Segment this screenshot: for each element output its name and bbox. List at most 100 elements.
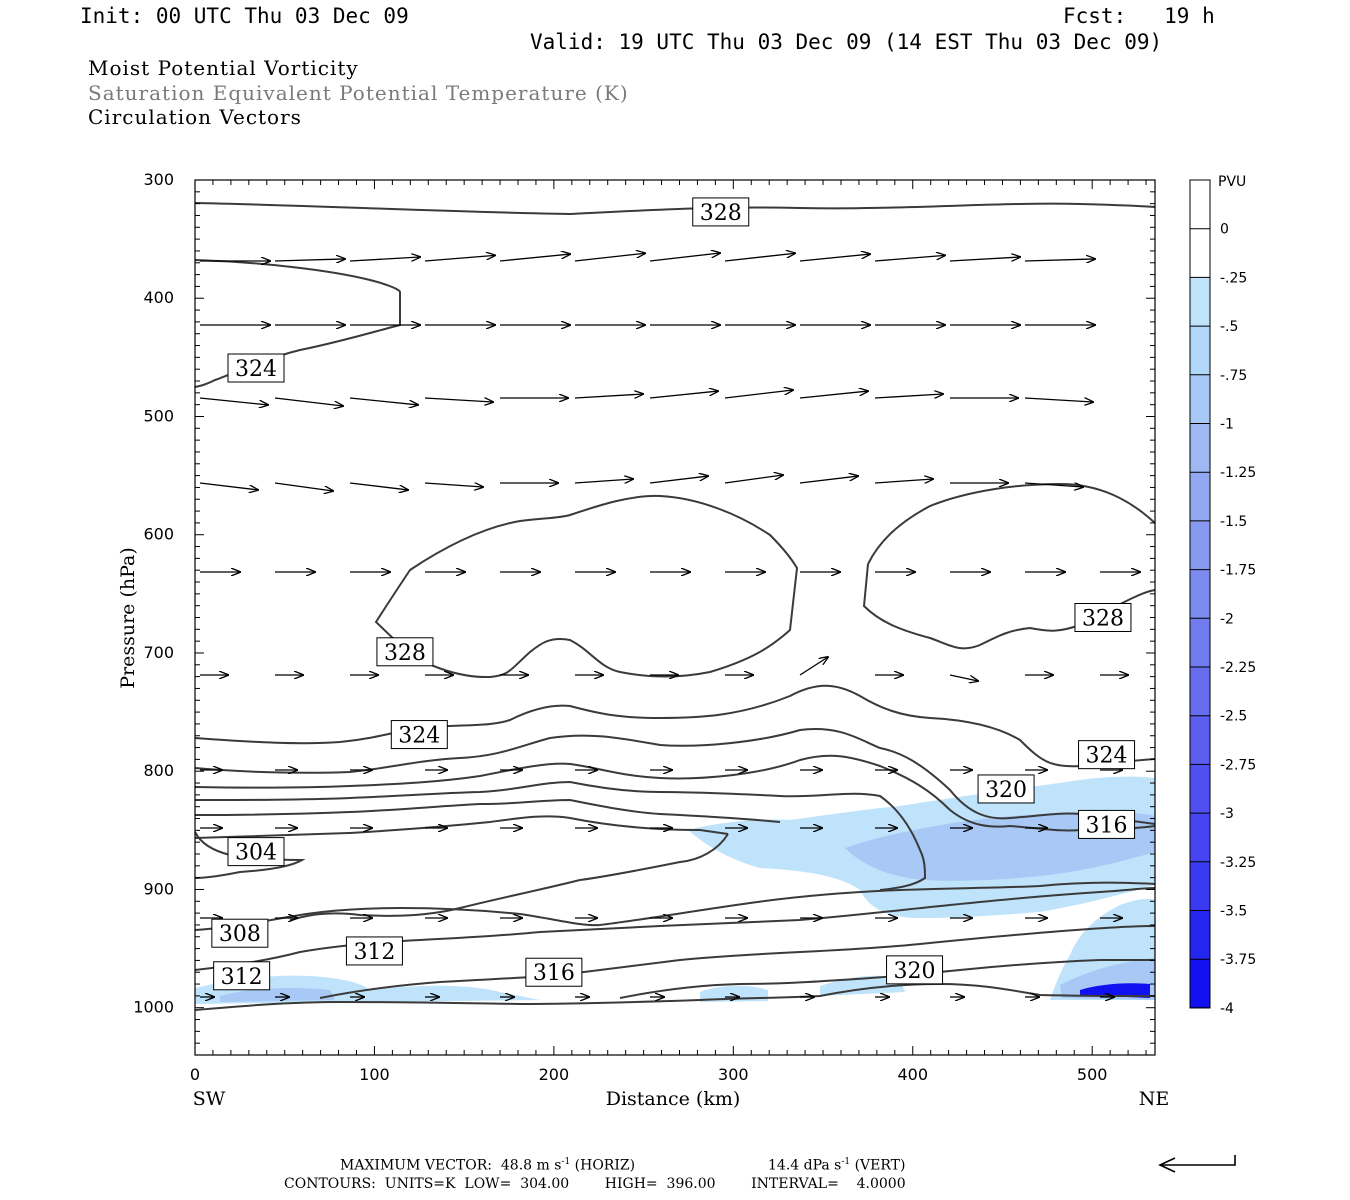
y-tick-label: 700 [143, 643, 174, 662]
contour-label: 312 [221, 965, 263, 990]
vector-arrow [574, 394, 643, 399]
vector-arrow [874, 479, 933, 484]
vector-arrow [1024, 397, 1093, 402]
vector-arrow [649, 391, 718, 399]
contour-308-a [194, 798, 781, 823]
colorbar-swatch [1190, 910, 1210, 960]
colorbar-level-label: -4 [1220, 1001, 1234, 1017]
vector-arrow [349, 482, 408, 490]
vector-arrow [799, 657, 828, 676]
contour-label-box [227, 837, 285, 867]
forecast-hour: Fcst: 19 h [1063, 4, 1215, 28]
contour-304-left [194, 831, 306, 879]
contour-label: 320 [985, 778, 1027, 803]
contour-308-b [194, 881, 1156, 931]
vector-arrow [874, 394, 943, 399]
contour-328-mid-right [867, 482, 1156, 565]
contour-324-tongue [194, 259, 401, 388]
colorbar-level-label: -1.5 [1220, 514, 1247, 530]
vector-arrow [574, 253, 645, 262]
colorbar-level-label: -2.75 [1220, 757, 1256, 773]
contour-labels: 328 324 328 328 324 324 320 316 304 308 312 312 316 3… [211, 197, 1136, 991]
contour-label: 304 [235, 841, 277, 866]
colorbar-swatch [1190, 667, 1210, 717]
field-title-pv: Moist Potential Vorticity [88, 56, 359, 80]
colorbar-swatch [1190, 520, 1210, 571]
vector-arrow [274, 259, 345, 261]
contour-label-box [345, 936, 403, 966]
contour-label: 324 [235, 357, 277, 382]
colorbar-swatch [1190, 277, 1210, 327]
pv-region-core [845, 812, 1155, 881]
x-tick-label: 0 [190, 1065, 200, 1084]
vector-arrow [799, 391, 868, 399]
contour-label: 316 [1086, 813, 1128, 838]
valid-time: Valid: 19 UTC Thu 03 Dec 09 (14 EST Thu … [530, 30, 1163, 54]
vector-arrow [1024, 482, 1083, 487]
vector-arrow [349, 397, 418, 405]
contour-label-box [886, 955, 944, 985]
y-tick-labels: 300 400 500 600 700 800 900 1000 [133, 170, 174, 1017]
contour-label: 316 [533, 961, 575, 986]
y-tick-label: 400 [143, 288, 174, 307]
contour-label-box [1078, 740, 1136, 770]
y-tick-label: 900 [143, 879, 174, 898]
colorbar-level-label: -.75 [1220, 368, 1247, 384]
y-tick-label: 500 [143, 406, 174, 425]
contour-316-b [319, 925, 1156, 999]
x-tick-label: 100 [359, 1065, 390, 1084]
contour-label-box [692, 197, 750, 227]
footer-contour-info: CONTOURS: UNITS=K LOW= 304.00 HIGH= 396.… [284, 1176, 906, 1192]
colorbar-swatch [1190, 326, 1210, 376]
pv-region-surface-sw-core [220, 988, 335, 1002]
contour-label: 328 [384, 641, 426, 666]
contour-304-a [194, 815, 729, 839]
contour-304-b [289, 833, 729, 921]
vector-arrow [1024, 259, 1095, 261]
colorbar-swatch [1190, 569, 1210, 619]
contour-label-box [977, 774, 1035, 804]
vector-arrow [424, 482, 483, 487]
contour-label-box [213, 961, 271, 991]
colorbar-unit: PVU [1218, 174, 1246, 190]
colorbar-swatch [1190, 715, 1210, 765]
colorbar-level-label: -1 [1220, 417, 1234, 433]
colorbar-level-label: -1.25 [1220, 465, 1256, 481]
contour-320-a [194, 728, 1156, 825]
contour-label: 312 [353, 940, 395, 965]
vector-arrow [199, 482, 258, 490]
vector-arrow [424, 397, 493, 402]
colorbar-level-label: -3.75 [1220, 952, 1256, 968]
colorbar-level-label: -3.5 [1220, 904, 1247, 920]
vector-arrow [724, 475, 783, 484]
colorbar-level-label: 0 [1220, 222, 1229, 238]
contour-label: 320 [894, 959, 936, 984]
y-axis-title: Pressure (hPa) [117, 547, 139, 689]
vector-arrow [799, 254, 870, 262]
init-time: Init: 00 UTC Thu 03 Dec 09 [80, 4, 409, 28]
x-tick-label: 200 [539, 1065, 570, 1084]
vector-arrow [349, 257, 420, 262]
contour-label: 328 [1082, 607, 1124, 632]
colorbar-level-label: -2.25 [1220, 660, 1256, 676]
vector-arrow [649, 476, 708, 484]
vector-arrow [499, 254, 570, 262]
colorbar-swatch [1190, 813, 1210, 863]
contour-328-top [194, 202, 1156, 216]
vector-arrow [874, 255, 945, 262]
x-axis-title: Distance (km) [606, 1088, 741, 1110]
pv-shading [195, 776, 1155, 1004]
x-tick-label: 300 [718, 1065, 749, 1084]
vector-arrow [949, 257, 1020, 262]
x-end-label-ne: NE [1139, 1088, 1170, 1110]
contour-312-a [194, 780, 927, 891]
y-tick-label: 300 [143, 170, 174, 189]
contour-surface [194, 982, 1156, 1011]
vector-arrow [574, 479, 633, 484]
contour-label-box [390, 720, 448, 750]
colorbar-level-label: -3 [1220, 806, 1234, 822]
colorbar-level-label: -.5 [1220, 319, 1238, 335]
vector-arrow [724, 253, 795, 262]
x-tick-label: 400 [897, 1065, 928, 1084]
